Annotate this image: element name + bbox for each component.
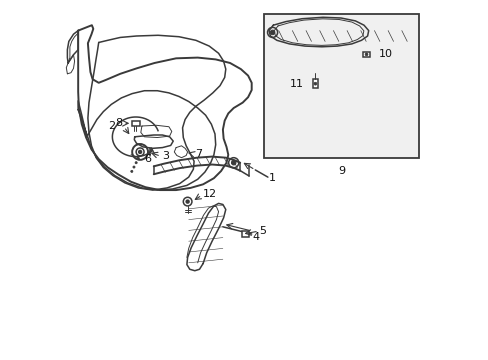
Text: 12: 12: [203, 189, 216, 199]
Text: 1: 1: [268, 173, 275, 183]
Bar: [363, 52, 369, 57]
Text: 6: 6: [143, 154, 150, 164]
Bar: [241, 231, 248, 237]
Text: 9: 9: [337, 166, 345, 176]
Bar: [264, 14, 418, 158]
Circle shape: [133, 166, 135, 168]
Circle shape: [365, 53, 367, 56]
Circle shape: [244, 233, 246, 236]
Circle shape: [313, 82, 316, 85]
Circle shape: [130, 170, 133, 172]
Bar: [132, 121, 140, 126]
Text: 5: 5: [259, 226, 266, 236]
Circle shape: [135, 162, 137, 164]
Circle shape: [186, 200, 189, 203]
Circle shape: [270, 30, 274, 35]
Text: 2: 2: [108, 121, 115, 131]
Circle shape: [231, 161, 236, 165]
Text: 8: 8: [115, 118, 122, 128]
Text: 4: 4: [252, 232, 259, 242]
Circle shape: [139, 150, 141, 153]
Circle shape: [137, 157, 139, 159]
Circle shape: [134, 122, 137, 125]
Text: 10: 10: [378, 49, 391, 59]
Text: 3: 3: [162, 151, 169, 161]
Text: 11: 11: [289, 79, 303, 89]
Bar: [312, 79, 317, 88]
Text: 7: 7: [194, 149, 202, 159]
